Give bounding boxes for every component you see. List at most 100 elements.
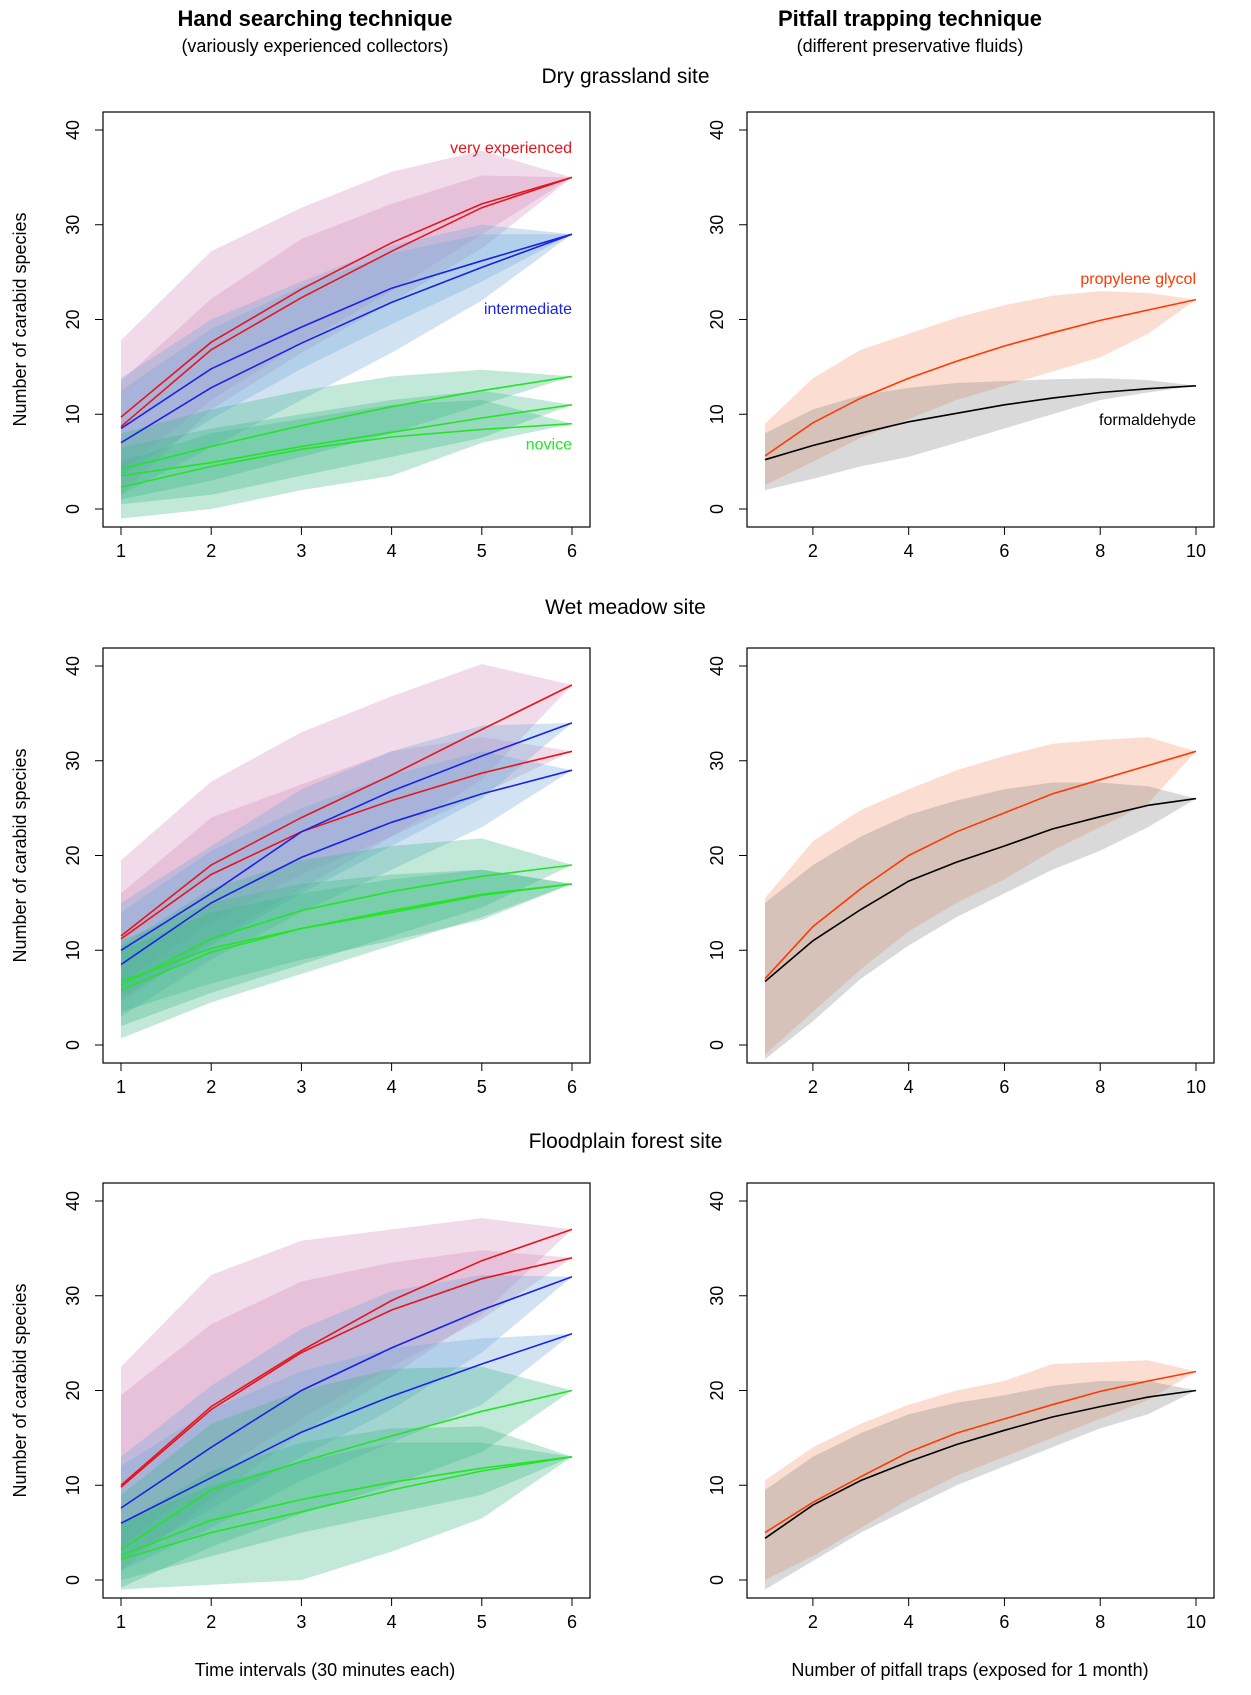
x-tick-label: 3 xyxy=(296,541,306,561)
series-line-1 xyxy=(120,1228,573,1486)
y-tick-label: 10 xyxy=(63,1475,83,1495)
y-tick-label: 0 xyxy=(63,504,83,514)
series-line-2 xyxy=(120,1257,573,1488)
confidence-band-1 xyxy=(121,664,572,1003)
confidence-band-3 xyxy=(121,1274,572,1561)
x-tick-label: 4 xyxy=(904,1612,914,1632)
confidence-band-3 xyxy=(121,224,572,476)
confidence-band-5 xyxy=(121,369,572,500)
panel-wet-meadow-pitfall: 2 4 6 8 10 0 10 20 30 40 xyxy=(707,647,1215,1097)
y-tick-label: 20 xyxy=(707,1380,727,1400)
x-tick-label: 3 xyxy=(296,1077,306,1097)
site-title-wet-meadow: Wet meadow site xyxy=(545,596,706,619)
series-line-2 xyxy=(764,1389,1197,1539)
y-tick-label: 20 xyxy=(63,1380,83,1400)
panel-dry-grassland-hand: 1 2 3 4 5 6 0 10 20 30 40 Number of carabid species… xyxy=(10,111,591,561)
series-line-1 xyxy=(764,1370,1197,1534)
right-column-subtitle: (different preservative fluids) xyxy=(796,36,1024,56)
x-tick-label: 4 xyxy=(387,1612,397,1632)
confidence-band-3 xyxy=(121,722,572,998)
panel-dry-grassland-pitfall: 2 4 6 8 10 0 10 20 30 40 propylene glycol formaldeh… xyxy=(707,111,1215,561)
confidence-band-7 xyxy=(121,869,572,1039)
y-tick-label: 10 xyxy=(707,404,727,424)
y-tick-label: 20 xyxy=(707,845,727,865)
x-tick-label: 2 xyxy=(206,541,216,561)
x-tick-label: 6 xyxy=(567,1612,577,1632)
confidence-band-6 xyxy=(121,1442,572,1580)
confidence-band-5 xyxy=(121,838,572,1026)
y-tick-label: 40 xyxy=(63,120,83,140)
x-tick-label: 5 xyxy=(477,1612,487,1632)
series-line-3 xyxy=(120,233,573,430)
site-title-floodplain-forest: Floodplain forest site xyxy=(528,1130,723,1153)
x-tick-label: 8 xyxy=(1095,1077,1105,1097)
x-tick-label: 1 xyxy=(116,1077,126,1097)
x-tick-label: 6 xyxy=(999,1612,1009,1632)
series-line-6 xyxy=(120,1456,573,1557)
x-tick-label: 5 xyxy=(477,1077,487,1097)
y-tick-label: 40 xyxy=(63,1191,83,1211)
series-line-2 xyxy=(120,176,573,428)
y-tick-label: 0 xyxy=(63,1040,83,1050)
series-annotation: formaldehyde xyxy=(1099,412,1196,429)
series-annotation: intermediate xyxy=(484,301,572,318)
y-tick-label: 30 xyxy=(63,1286,83,1306)
confidence-band-2 xyxy=(121,175,572,472)
series-line-7 xyxy=(120,883,573,991)
y-tick-label: 10 xyxy=(63,940,83,960)
x-tick-label: 4 xyxy=(387,541,397,561)
confidence-band-7 xyxy=(121,400,572,519)
y-tick-label: 40 xyxy=(707,120,727,140)
y-tick-label: 30 xyxy=(63,751,83,771)
left-x-axis-label: Time intervals (30 minutes each) xyxy=(194,1660,456,1680)
x-tick-label: 6 xyxy=(999,1077,1009,1097)
y-tick-label: 0 xyxy=(707,1040,727,1050)
series-line-6 xyxy=(120,883,573,983)
series-line-7 xyxy=(120,422,573,488)
x-tick-label: 2 xyxy=(808,1077,818,1097)
y-tick-label: 40 xyxy=(63,656,83,676)
panel-wet-meadow-hand: 1 2 3 4 5 6 0 10 20 30 40 Number of carabid species xyxy=(10,647,591,1097)
confidence-band-7 xyxy=(121,1426,572,1590)
x-tick-label: 10 xyxy=(1186,1612,1206,1632)
y-tick-label: 40 xyxy=(707,656,727,676)
series-annotation: propylene glycol xyxy=(1080,271,1196,288)
series-line-2 xyxy=(764,797,1197,983)
y-axis-label: Number of carabid species xyxy=(10,212,30,426)
confidence-band-1 xyxy=(765,1360,1196,1580)
confidence-band-2 xyxy=(765,1381,1196,1590)
y-tick-label: 20 xyxy=(63,309,83,329)
series-line-3 xyxy=(120,722,573,951)
x-tick-label: 2 xyxy=(206,1612,216,1632)
x-tick-label: 4 xyxy=(387,1077,397,1097)
x-tick-label: 4 xyxy=(904,541,914,561)
series-line-2 xyxy=(120,750,573,940)
plot-area xyxy=(764,1360,1197,1590)
y-tick-label: 0 xyxy=(707,504,727,514)
y-tick-label: 30 xyxy=(707,215,727,235)
confidence-band-2 xyxy=(765,378,1196,491)
confidence-band-1 xyxy=(765,291,1196,486)
confidence-band-6 xyxy=(121,869,572,1012)
x-tick-label: 5 xyxy=(477,541,487,561)
series-line-3 xyxy=(120,1276,573,1509)
confidence-band-5 xyxy=(121,1366,572,1588)
series-line-4 xyxy=(120,1332,573,1524)
series-line-1 xyxy=(764,298,1197,457)
confidence-band-6 xyxy=(121,390,572,505)
y-axis-label: Number of carabid species xyxy=(10,748,30,962)
series-line-1 xyxy=(764,750,1197,980)
y-tick-label: 30 xyxy=(707,1286,727,1306)
x-tick-label: 2 xyxy=(206,1077,216,1097)
series-line-5 xyxy=(120,864,573,987)
plot-area xyxy=(120,150,573,519)
x-tick-label: 4 xyxy=(904,1077,914,1097)
plot-area xyxy=(764,737,1197,1060)
confidence-band-2 xyxy=(765,782,1196,1060)
confidence-band-4 xyxy=(121,234,572,495)
panel-floodplain-forest-hand: 1 2 3 4 5 6 0 10 20 30 40 Number of carabid species xyxy=(10,1182,591,1632)
series-line-5 xyxy=(120,1389,573,1551)
y-tick-label: 10 xyxy=(707,1475,727,1495)
y-tick-label: 20 xyxy=(707,309,727,329)
